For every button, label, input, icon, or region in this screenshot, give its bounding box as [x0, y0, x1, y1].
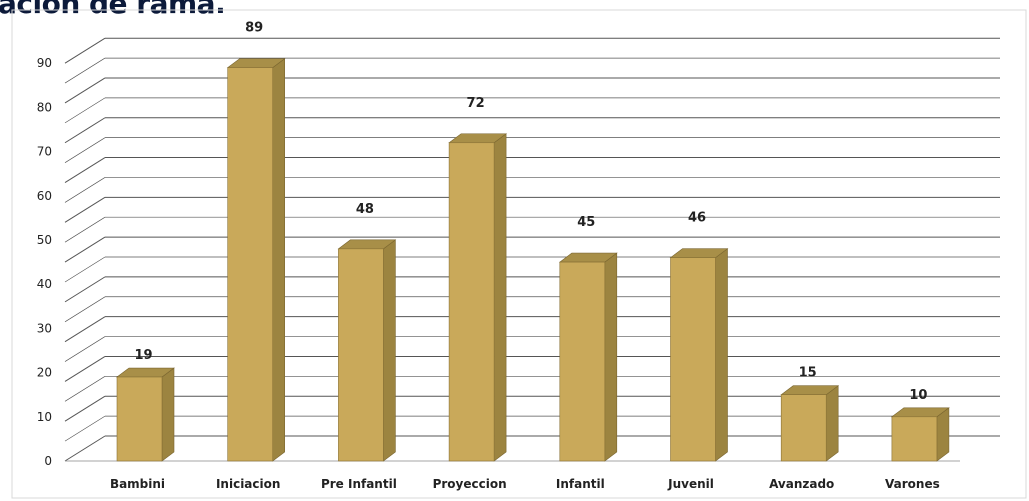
data-label: 89	[245, 21, 263, 36]
bar-side	[272, 58, 286, 462]
gridlines	[64, 37, 1000, 462]
gridline-diagonal	[64, 57, 106, 84]
y-tick-label: 30	[37, 321, 52, 335]
bar-front	[227, 67, 273, 462]
gridline-diagonal	[64, 296, 106, 323]
bar-side	[161, 367, 175, 462]
y-tick-label: 0	[44, 454, 52, 468]
data-label: 45	[577, 215, 595, 230]
gridline-diagonal	[64, 256, 106, 283]
bar-front	[559, 261, 606, 462]
bar-side	[383, 239, 396, 462]
gridline-diagonal	[64, 137, 106, 163]
gridline-diagonal	[64, 37, 106, 64]
x-category-label: Juvenil	[667, 477, 714, 491]
bar-front	[670, 257, 716, 462]
x-category-label: Avanzado	[769, 477, 834, 491]
gridline-diagonal	[64, 395, 106, 422]
y-tick-label: 60	[37, 189, 52, 203]
data-labels: 19 89 48 72 45 46 15 10	[134, 21, 927, 403]
y-tick-label: 20	[37, 366, 52, 380]
gridline-diagonal	[64, 97, 106, 124]
y-tick-label: 40	[37, 277, 52, 291]
gridline-diagonal	[64, 117, 106, 144]
bar	[780, 385, 840, 462]
gridline-diagonal	[64, 316, 106, 343]
bar-front	[338, 248, 384, 462]
bar-side	[493, 133, 507, 462]
bar-side	[825, 385, 839, 462]
bar-front	[891, 416, 938, 462]
x-category-label: Infantil	[556, 477, 605, 491]
gridline-diagonal	[64, 415, 106, 442]
gridline-diagonal	[64, 376, 106, 402]
y-tick-label: 70	[37, 145, 52, 159]
bar	[337, 239, 397, 462]
bar-side	[715, 248, 728, 462]
bar	[891, 407, 950, 462]
data-label: 10	[909, 388, 927, 403]
y-tick-label: 50	[37, 233, 52, 247]
gridline-diagonal	[64, 336, 106, 362]
bar	[226, 58, 286, 462]
bar-side	[604, 252, 618, 462]
gridline-diagonal	[64, 216, 106, 243]
data-label: 48	[356, 202, 374, 217]
bars	[116, 58, 950, 462]
gridline-diagonal	[64, 236, 106, 263]
gridline-diagonal	[64, 177, 106, 203]
x-category-label: Bambini	[110, 477, 165, 491]
data-label: 72	[467, 96, 485, 111]
bar	[558, 252, 618, 462]
y-tick-label: 90	[37, 56, 52, 70]
data-label: 15	[799, 366, 817, 381]
y-tick-label: 10	[37, 410, 52, 424]
gridline-diagonal	[64, 356, 106, 382]
x-category-label: Pre Infantil	[321, 477, 397, 491]
bar	[669, 248, 729, 462]
bar-front	[116, 376, 163, 462]
gridline-diagonal	[64, 157, 106, 183]
x-axis-categories: Bambini Iniciacion Pre Infantil Proyeccion I…	[110, 477, 940, 491]
bar	[448, 133, 508, 462]
bar-front	[448, 142, 495, 462]
bar-front	[780, 394, 827, 462]
y-axis-ticks: 0 10 20 30 40 50 60 70 80 90	[37, 56, 52, 468]
data-label: 46	[688, 211, 706, 226]
bar	[116, 367, 175, 462]
x-category-label: Proyeccion	[433, 477, 507, 491]
y-tick-label: 80	[37, 100, 52, 114]
gridline-diagonal	[64, 196, 106, 223]
gridline-diagonal	[64, 276, 106, 303]
data-label: 19	[134, 348, 152, 363]
x-category-label: Iniciacion	[216, 477, 280, 491]
x-category-label: Varones	[885, 477, 940, 491]
gridline-diagonal	[64, 77, 106, 104]
gridline-diagonal	[64, 435, 106, 462]
chart-frame	[11, 9, 1027, 499]
